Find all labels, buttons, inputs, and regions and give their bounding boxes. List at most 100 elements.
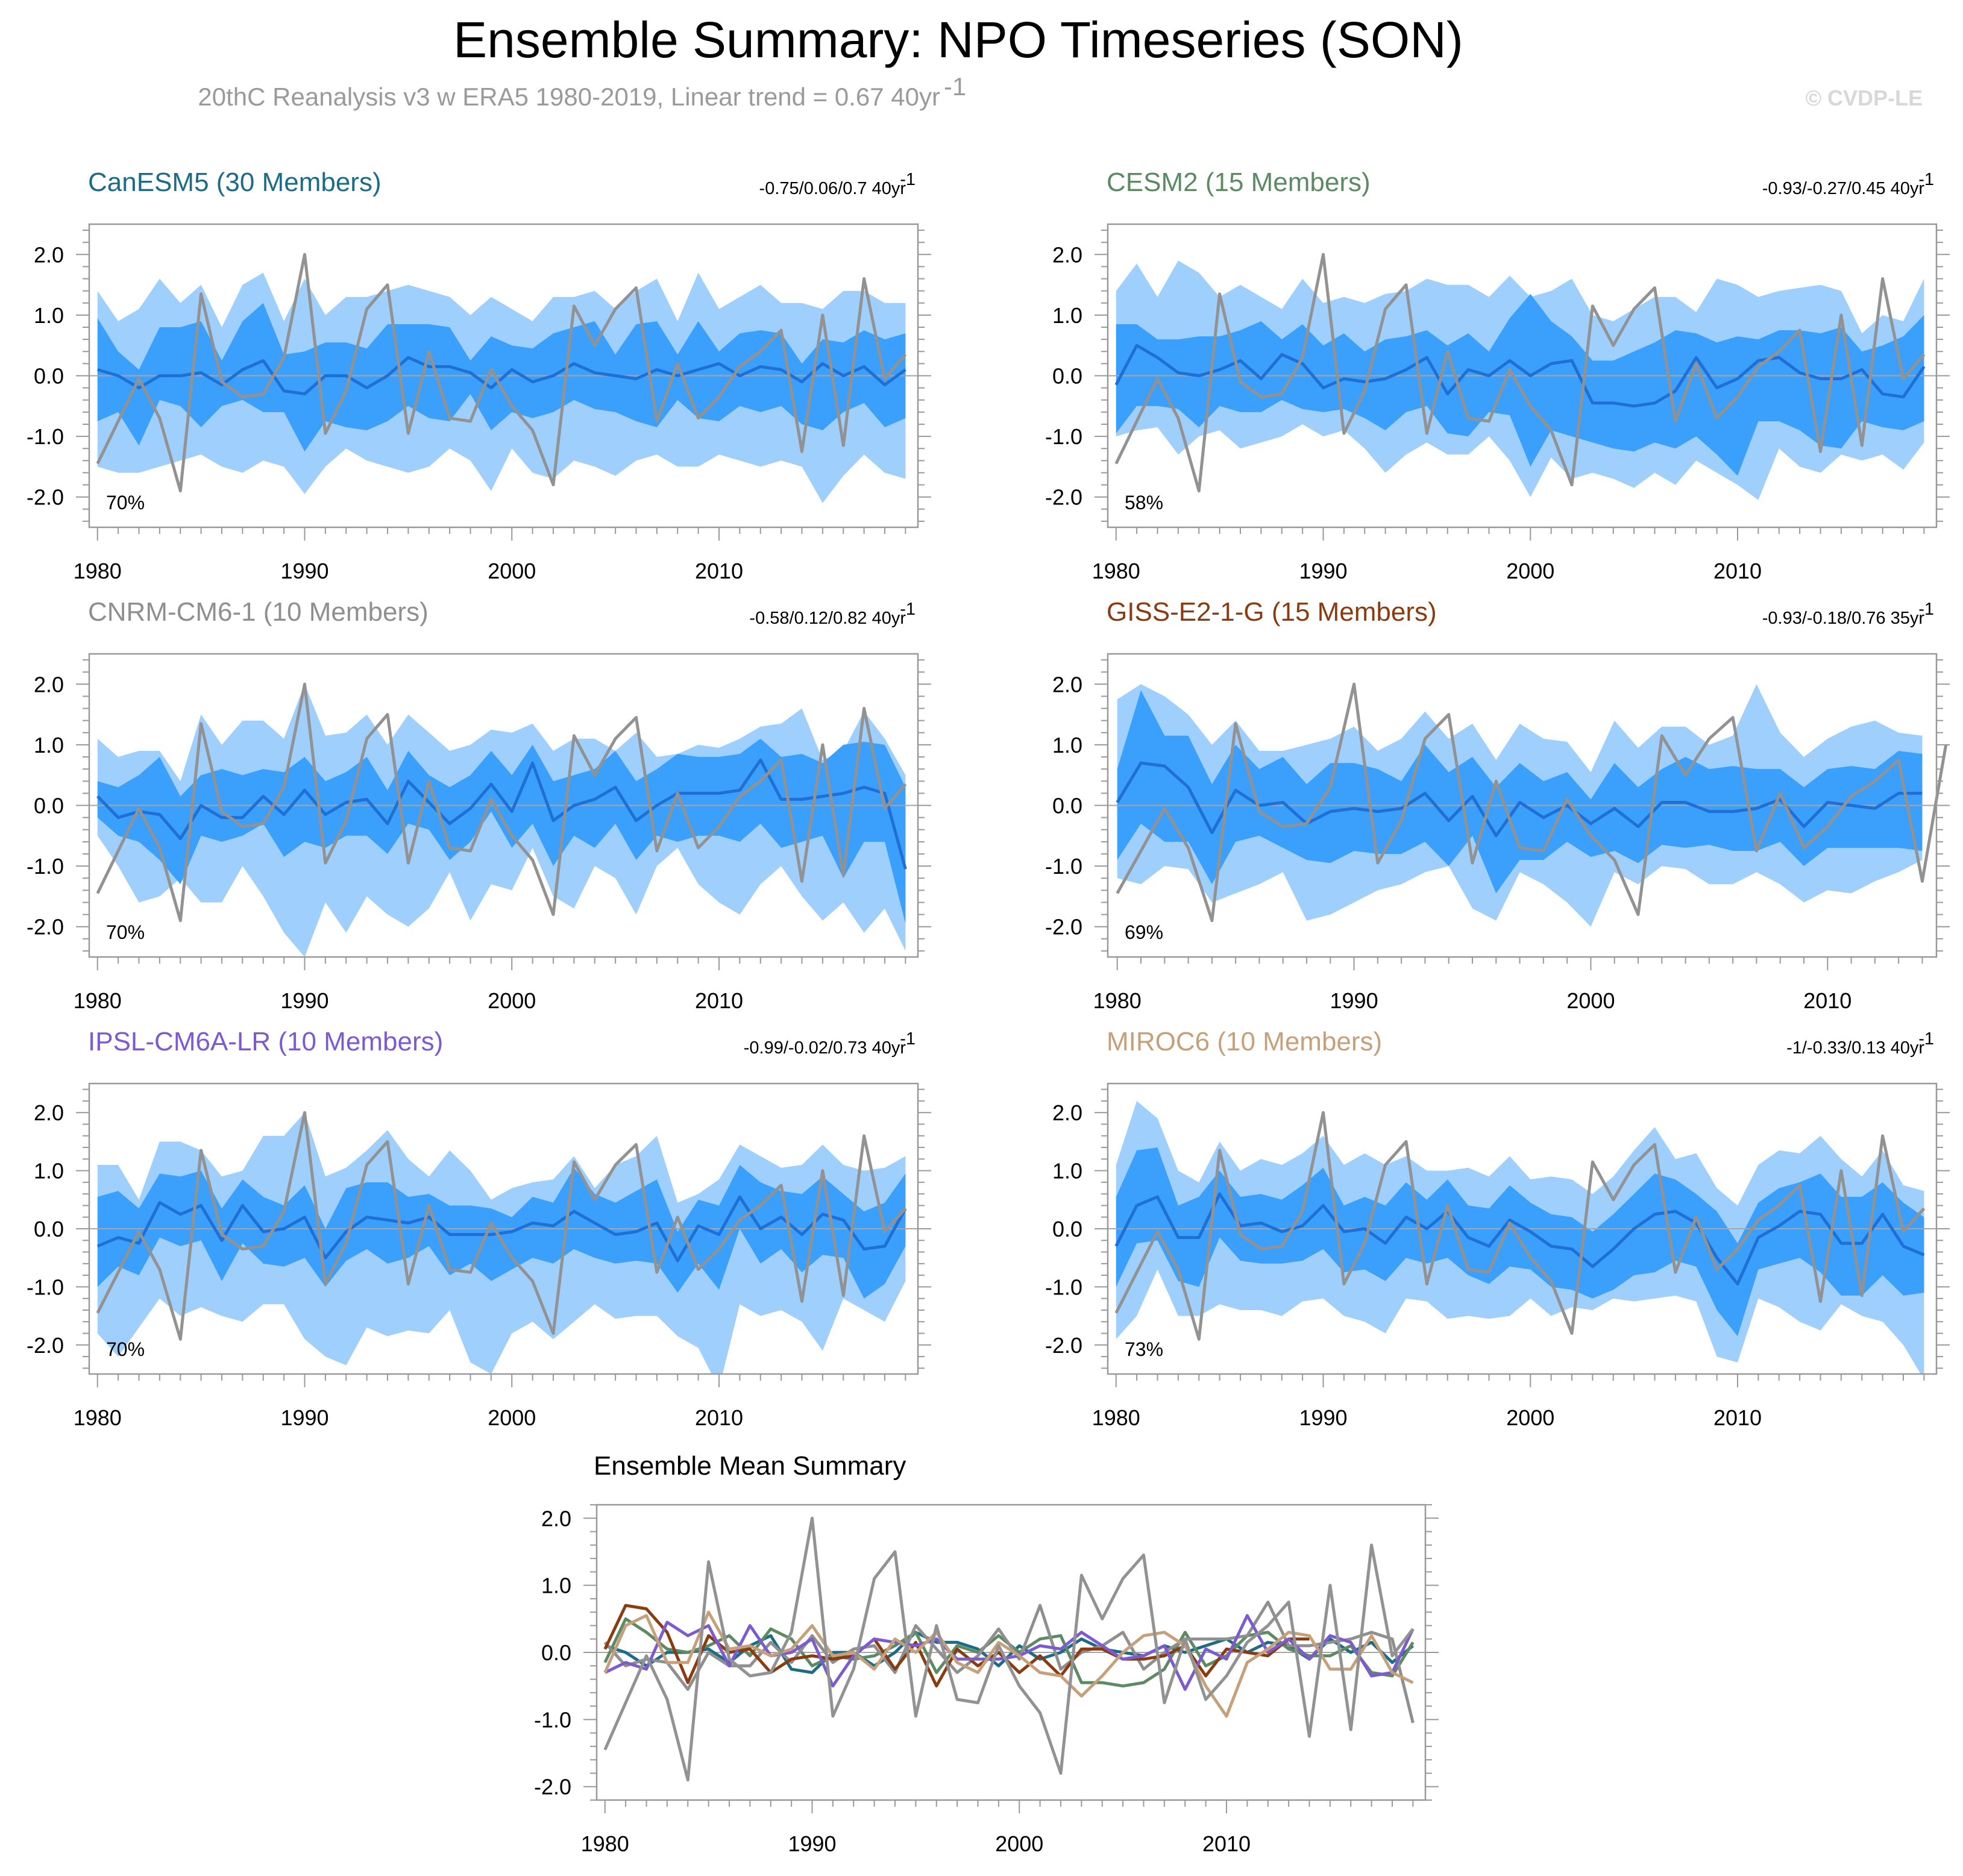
giss-ytick-label: 1.0: [1052, 733, 1082, 758]
miroc6-panel-title: MIROC6 (10 Members): [1107, 1027, 1382, 1056]
miroc6-xtick-label: 2010: [1713, 1405, 1762, 1430]
cnrm-trend-superscript: -1: [900, 600, 916, 619]
giss-ytick-label: -2.0: [1045, 915, 1082, 940]
cnrm-inner-spread-band: [97, 738, 906, 924]
canesm5-ensemble-mean-line: [97, 356, 906, 396]
giss-ytick-label: -1.0: [1045, 854, 1082, 879]
miroc6-ytick-label: 1.0: [1052, 1159, 1082, 1184]
cnrm-xtick-label: 2000: [488, 988, 536, 1013]
cesm2-ensemble-mean-line: [1114, 344, 1926, 408]
cnrm-percent-label: 70%: [106, 921, 145, 943]
cnrm-trend-range: -0.58/0.12/0.82 40yr: [749, 609, 906, 628]
cesm2-ytick-label: 1.0: [1052, 303, 1082, 328]
summary-series-miroc6: [603, 1610, 1414, 1718]
giss-plot-area: [1108, 684, 1936, 927]
cnrm-panel-title: CNRM-CM6-1 (10 Members): [88, 597, 429, 627]
cvdp-watermark: © CVDP-LE: [1805, 86, 1923, 110]
ipsl-observed-line: [96, 1111, 907, 1341]
cesm2-ytick-label: -2.0: [1045, 485, 1082, 510]
giss-xtick-label: 1990: [1330, 988, 1378, 1013]
figure-subtitle: 20thC Reanalysis v3 w ERA5 1980-2019, Li…: [198, 83, 940, 111]
cnrm-xtick-label: 2010: [695, 988, 743, 1013]
ipsl-ytick-label: 2.0: [34, 1100, 64, 1125]
miroc6-xtick-label: 2000: [1506, 1405, 1554, 1430]
giss-xtick-label: 1980: [1093, 988, 1142, 1013]
giss-trend-superscript: -1: [1918, 600, 1934, 619]
miroc6-xtick-label: 1980: [1092, 1405, 1140, 1430]
miroc6-ytick-label: -2.0: [1045, 1333, 1082, 1358]
giss-ytick-label: 0.0: [1052, 794, 1082, 818]
giss-xtick-label: 2000: [1566, 988, 1615, 1013]
ipsl-ytick-label: 1.0: [34, 1159, 64, 1184]
summary-series-ipsl: [604, 1614, 1415, 1691]
summary-xtick-label: 1980: [581, 1831, 629, 1856]
canesm5-trend-superscript: -1: [900, 170, 916, 189]
ipsl-percent-label: 70%: [106, 1338, 145, 1360]
cnrm-ytick-label: 2.0: [34, 672, 64, 697]
summary-series-observed: [603, 1516, 1415, 1782]
canesm5-ytick-label: 1.0: [34, 303, 64, 328]
miroc6-plot-area: [1108, 1100, 1936, 1374]
canesm5-percent-label: 70%: [106, 492, 145, 513]
canesm5-ytick-label: 2.0: [34, 242, 64, 267]
miroc6-trend-range: -1/-0.33/0.13 40yr: [1786, 1038, 1924, 1058]
cnrm-xtick-label: 1990: [280, 988, 328, 1013]
miroc6-ytick-label: 2.0: [1052, 1100, 1082, 1125]
giss-panel-title: GISS-E2-1-G (15 Members): [1107, 597, 1437, 627]
giss-ytick-label: 2.0: [1052, 672, 1082, 697]
cesm2-panel-title: CESM2 (15 Members): [1107, 168, 1371, 197]
cnrm-xtick-label: 1980: [74, 988, 122, 1013]
summary-ytick-label: -2.0: [534, 1775, 571, 1799]
panel-ensemble-mean-summary: 2.0 1.0 0.0 -1.0 -2.0 1980 1990 2000 2010 Ensembl…: [534, 1451, 1439, 1856]
summary-ytick-label: 1.0: [541, 1573, 571, 1598]
cesm2-xtick-label: 2000: [1506, 559, 1554, 583]
ipsl-ytick-label: -1.0: [27, 1275, 64, 1299]
summary-ytick-label: 2.0: [541, 1506, 571, 1531]
giss-percent-label: 69%: [1125, 921, 1163, 943]
miroc6-ensemble-mean-line: [1114, 1192, 1925, 1286]
ipsl-xtick-label: 1980: [74, 1405, 122, 1430]
miroc6-ytick-label: -1.0: [1045, 1275, 1082, 1299]
canesm5-panel-title: CanESM5 (30 Members): [88, 168, 382, 197]
cesm2-ytick-label: -1.0: [1045, 424, 1082, 449]
cesm2-ytick-label: 0.0: [1052, 364, 1082, 389]
ipsl-xtick-label: 2010: [695, 1405, 743, 1430]
figure-title: Ensemble Summary: NPO Timeseries (SON): [453, 11, 1463, 68]
canesm5-ytick-label: 0.0: [34, 364, 64, 389]
ipsl-xtick-label: 1990: [280, 1405, 328, 1430]
miroc6-xtick-label: 1990: [1299, 1405, 1347, 1430]
ipsl-xtick-label: 2000: [488, 1405, 536, 1430]
panel-canesm5: 2.0 1.0 0.0 -1.0 -2.0 1980 1990 2000 2010 CanESM5…: [27, 168, 931, 583]
canesm5-trend-range: -0.75/0.06/0.7 40yr: [759, 179, 906, 198]
canesm5-ytick-label: -1.0: [27, 424, 64, 449]
summary-xtick-label: 2010: [1202, 1831, 1251, 1856]
figure-subtitle-superscript: -1: [944, 72, 966, 101]
cesm2-xtick-label: 1990: [1299, 559, 1347, 583]
canesm5-xtick-label: 2000: [488, 559, 536, 583]
cesm2-trend-superscript: -1: [1918, 170, 1934, 189]
summary-ytick-label: -1.0: [534, 1707, 571, 1732]
giss-xtick-label: 2010: [1803, 988, 1852, 1013]
giss-observed-line: [1116, 682, 1948, 923]
summary-xtick-label: 2000: [995, 1831, 1043, 1856]
ipsl-ytick-label: 0.0: [34, 1217, 64, 1241]
miroc6-trend-superscript: -1: [1918, 1029, 1934, 1049]
ipsl-trend-range: -0.99/-0.02/0.73 40yr: [744, 1038, 906, 1058]
cesm2-plot-area: [1108, 260, 1936, 500]
cnrm-ytick-label: 1.0: [34, 733, 64, 758]
cnrm-ytick-label: -1.0: [27, 854, 64, 879]
canesm5-xtick-label: 1990: [280, 559, 328, 583]
cesm2-xtick-label: 2010: [1713, 559, 1762, 583]
panel-miroc6: 2.0 1.0 0.0 -1.0 -2.0 1980 1990 2000 2010 MIROC6 …: [1045, 1027, 1950, 1430]
ipsl-trend-superscript: -1: [900, 1029, 916, 1049]
canesm5-xtick-label: 2010: [695, 559, 743, 583]
cesm2-xtick-label: 1980: [1092, 559, 1140, 583]
miroc6-percent-label: 73%: [1125, 1338, 1163, 1360]
panel-cnrm-cm6-1: 2.0 1.0 0.0 -1.0 -2.0 1980 1990 2000 2010 CNRM-CM…: [27, 597, 931, 1013]
panel-ipsl-cm6a-lr: 2.0 1.0 0.0 -1.0 -2.0 1980 1990 2000 2010 IPSL-CM…: [27, 1027, 931, 1430]
cesm2-percent-label: 58%: [1125, 492, 1163, 513]
summary-ytick-label: 0.0: [541, 1640, 571, 1665]
cnrm-observed-line: [96, 682, 907, 923]
canesm5-observed-line: [96, 253, 907, 493]
panel-cesm2: 2.0 1.0 0.0 -1.0 -2.0 1980 1990 2000 2010 CESM2 (…: [1045, 168, 1950, 583]
